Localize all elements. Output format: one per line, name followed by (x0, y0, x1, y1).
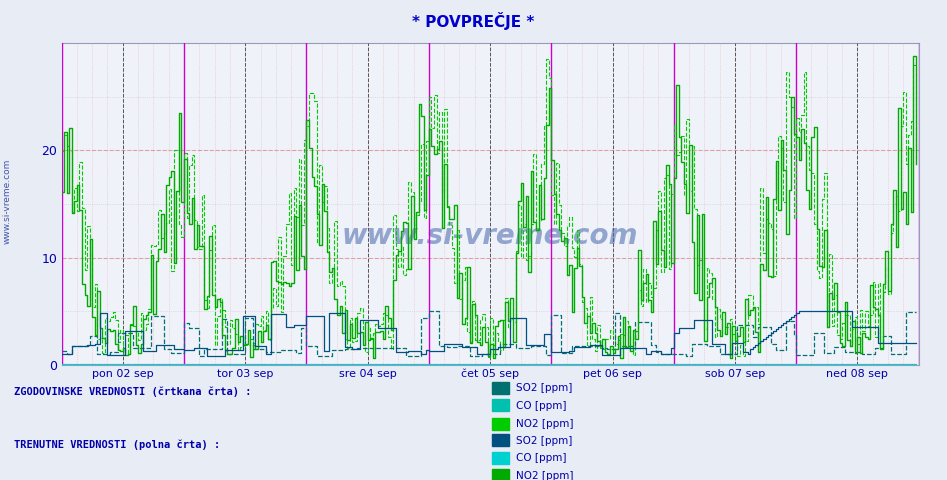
Text: www.si-vreme.com: www.si-vreme.com (342, 222, 638, 250)
Text: CO [ppm]: CO [ppm] (516, 454, 566, 463)
Text: * POVPREČJE *: * POVPREČJE * (412, 12, 535, 30)
Text: SO2 [ppm]: SO2 [ppm] (516, 436, 573, 445)
Text: SO2 [ppm]: SO2 [ppm] (516, 383, 573, 393)
Text: NO2 [ppm]: NO2 [ppm] (516, 471, 574, 480)
Text: CO [ppm]: CO [ppm] (516, 401, 566, 410)
Text: TRENUTNE VREDNOSTI (polna črta) :: TRENUTNE VREDNOSTI (polna črta) : (14, 439, 221, 450)
Text: www.si-vreme.com: www.si-vreme.com (3, 159, 12, 244)
Text: NO2 [ppm]: NO2 [ppm] (516, 419, 574, 429)
Text: ZGODOVINSKE VREDNOSTI (črtkana črta) :: ZGODOVINSKE VREDNOSTI (črtkana črta) : (14, 386, 252, 397)
